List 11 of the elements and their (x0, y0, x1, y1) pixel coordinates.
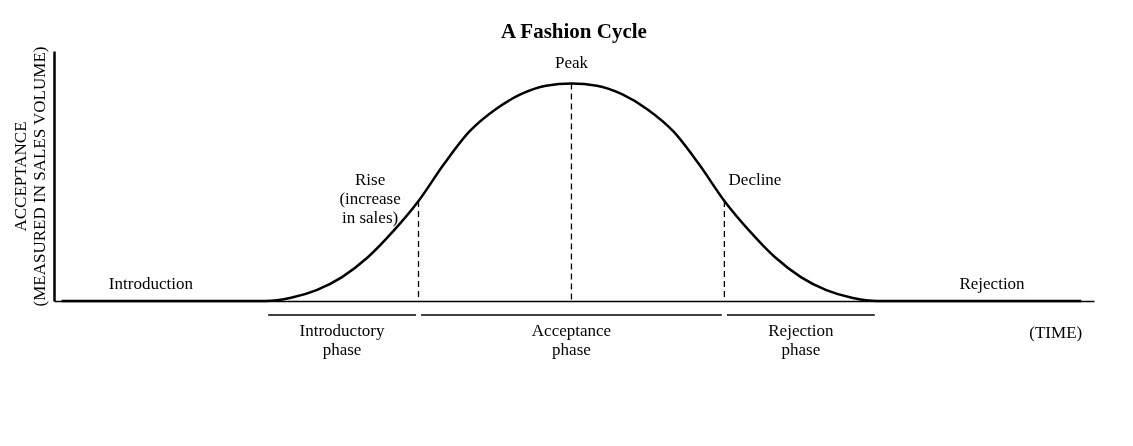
chart-title: A Fashion Cycle (501, 18, 647, 43)
text: Introductory phase (299, 321, 386, 359)
text: Peak (554, 52, 589, 72)
annotation: Introduction (108, 274, 194, 293)
text: Acceptance phase (531, 321, 612, 359)
annotation: Rejection (959, 274, 1026, 293)
y-axis-title: ACCEPTANCE (MEASURED IN SALES VOLUME) (10, 46, 49, 307)
annotation: Decline (728, 170, 782, 189)
annotation: Rise (increase in sales) (339, 170, 401, 227)
text: Rejection phase (768, 321, 834, 359)
x-axis-title: (TIME) (1029, 323, 1083, 342)
